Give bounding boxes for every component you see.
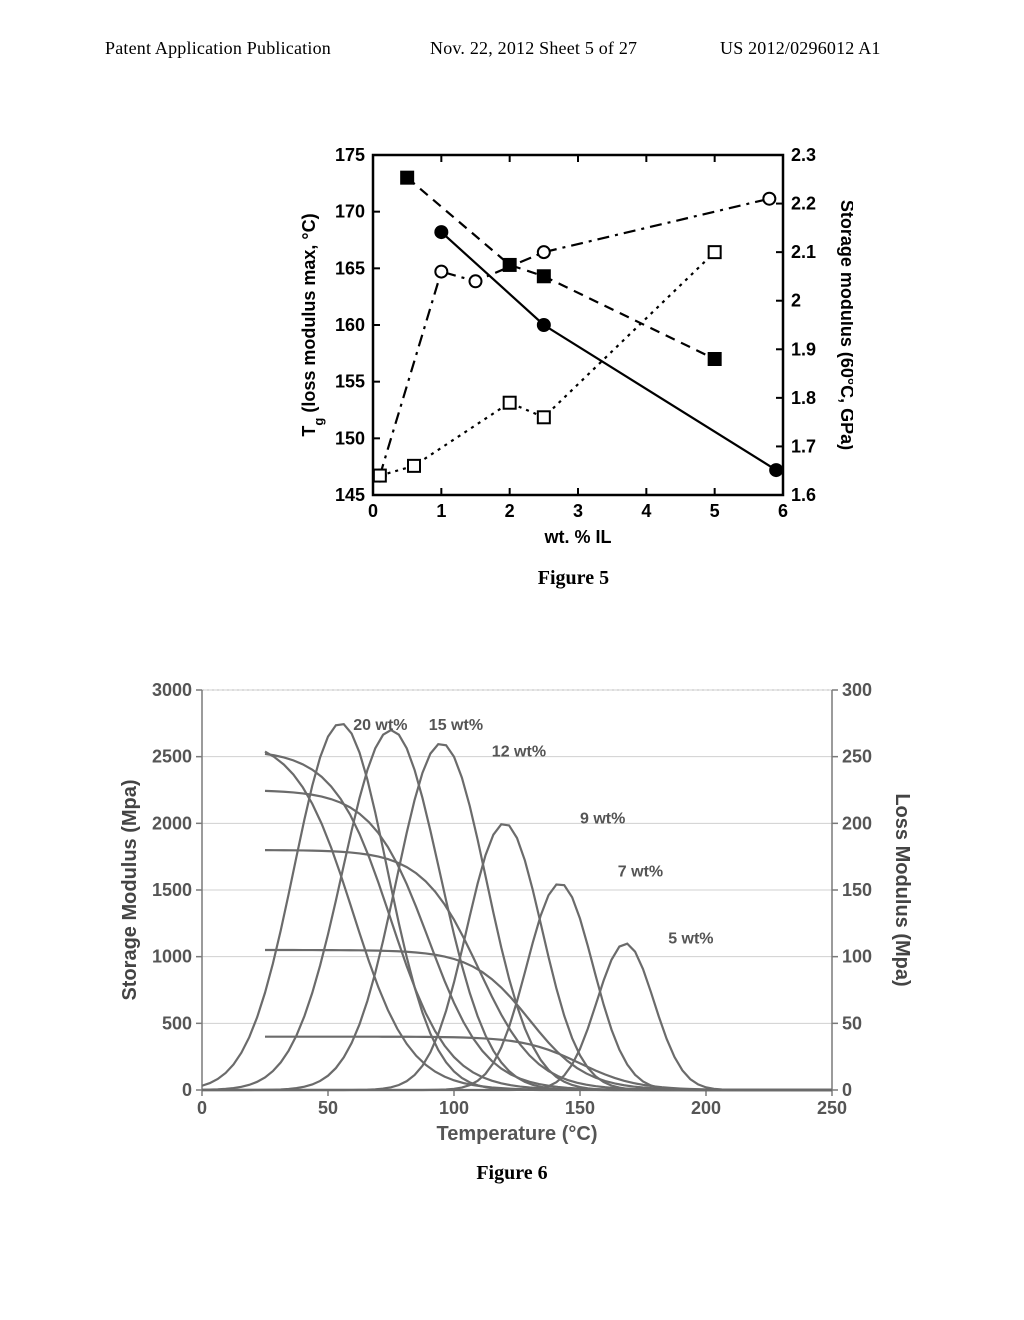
svg-text:2: 2	[791, 291, 801, 311]
svg-text:15 wt%: 15 wt%	[429, 717, 483, 734]
svg-text:2.1: 2.1	[791, 242, 816, 262]
figure-6-block: 0501001502002500500100015002000250030000…	[112, 670, 912, 1185]
svg-text:2000: 2000	[152, 813, 192, 833]
figure-6-chart: 0501001502002500500100015002000250030000…	[112, 670, 912, 1150]
svg-text:Loss Modulus (Mpa): Loss Modulus (Mpa)	[891, 793, 912, 986]
svg-text:1.7: 1.7	[791, 436, 816, 456]
header-mid: Nov. 22, 2012 Sheet 5 of 27	[430, 38, 637, 59]
svg-text:1.6: 1.6	[791, 485, 816, 505]
svg-text:150: 150	[335, 428, 365, 448]
figure-5-block: 0 1 2 3 4 5 6 145 150 155 160 165 170 175 1.6 1.7 1.8 1.9…	[293, 135, 853, 590]
svg-text:2500: 2500	[152, 747, 192, 767]
svg-text:2: 2	[505, 501, 515, 521]
svg-text:145: 145	[335, 485, 365, 505]
svg-text:170: 170	[335, 202, 365, 222]
svg-text:wt. % IL: wt. % IL	[544, 527, 612, 547]
svg-text:2.2: 2.2	[791, 194, 816, 214]
svg-text:250: 250	[817, 1098, 847, 1118]
svg-text:150: 150	[565, 1098, 595, 1118]
svg-text:160: 160	[335, 315, 365, 335]
svg-text:4: 4	[642, 501, 652, 521]
svg-text:5 wt%: 5 wt%	[668, 930, 713, 947]
svg-text:0: 0	[842, 1080, 852, 1100]
figure-5-chart: 0 1 2 3 4 5 6 145 150 155 160 165 170 175 1.6 1.7 1.8 1.9…	[293, 135, 853, 555]
svg-text:9 wt%: 9 wt%	[580, 810, 625, 827]
svg-text:Storage modulus (60°C, GPa): Storage modulus (60°C, GPa)	[837, 200, 853, 450]
svg-text:50: 50	[318, 1098, 338, 1118]
svg-text:1000: 1000	[152, 947, 192, 967]
svg-text:2.3: 2.3	[791, 145, 816, 165]
svg-text:250: 250	[842, 747, 872, 767]
svg-text:Tg (loss modulus max, °C): Tg (loss modulus max, °C)	[299, 213, 326, 436]
svg-text:500: 500	[162, 1013, 192, 1033]
svg-text:200: 200	[842, 813, 872, 833]
svg-text:300: 300	[842, 680, 872, 700]
figure-6-caption: Figure 6	[112, 1162, 912, 1185]
svg-text:155: 155	[335, 372, 365, 392]
svg-text:1500: 1500	[152, 880, 192, 900]
svg-text:6: 6	[778, 501, 788, 521]
svg-text:165: 165	[335, 258, 365, 278]
svg-text:Temperature (°C): Temperature (°C)	[437, 1123, 598, 1145]
svg-text:20 wt%: 20 wt%	[353, 717, 407, 734]
svg-text:0: 0	[368, 501, 378, 521]
svg-text:0: 0	[182, 1080, 192, 1100]
svg-text:3000: 3000	[152, 680, 192, 700]
header-right: US 2012/0296012 A1	[720, 38, 881, 59]
svg-text:100: 100	[842, 947, 872, 967]
svg-text:5: 5	[710, 501, 720, 521]
figure-5-caption: Figure 5	[293, 567, 853, 590]
svg-text:7 wt%: 7 wt%	[618, 864, 663, 881]
svg-text:1: 1	[437, 501, 447, 521]
svg-text:100: 100	[439, 1098, 469, 1118]
svg-text:175: 175	[335, 145, 365, 165]
svg-text:50: 50	[842, 1013, 862, 1033]
svg-text:200: 200	[691, 1098, 721, 1118]
svg-text:1.8: 1.8	[791, 388, 816, 408]
svg-text:Storage Modulus (Mpa): Storage Modulus (Mpa)	[119, 779, 141, 1000]
svg-text:150: 150	[842, 880, 872, 900]
header-left: Patent Application Publication	[105, 38, 331, 59]
svg-text:0: 0	[197, 1098, 207, 1118]
svg-text:1.9: 1.9	[791, 339, 816, 359]
svg-text:3: 3	[573, 501, 583, 521]
svg-text:12 wt%: 12 wt%	[492, 744, 546, 761]
